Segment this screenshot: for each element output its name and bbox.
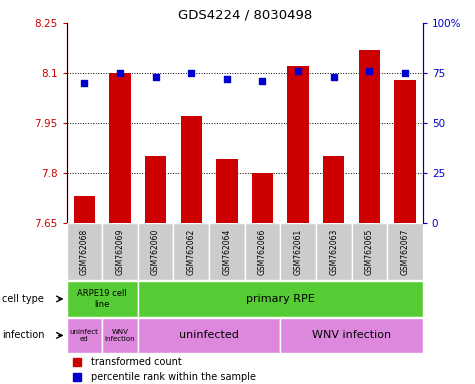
Point	[294, 68, 302, 74]
Bar	[102, 318, 138, 353]
Point	[152, 74, 160, 80]
Text: GSM762062: GSM762062	[187, 228, 196, 275]
Bar	[387, 223, 423, 280]
Bar	[323, 156, 344, 223]
Text: GSM762068: GSM762068	[80, 228, 89, 275]
Text: GSM762069: GSM762069	[115, 228, 124, 275]
Point	[401, 70, 408, 76]
Text: GSM762067: GSM762067	[400, 228, 409, 275]
Point	[80, 80, 88, 86]
Bar	[66, 318, 102, 353]
Text: infection: infection	[2, 330, 45, 341]
Bar	[209, 223, 245, 280]
Text: cell type: cell type	[2, 294, 44, 304]
Bar	[138, 318, 280, 353]
Bar	[280, 223, 316, 280]
Point	[330, 74, 337, 80]
Text: GSM762063: GSM762063	[329, 228, 338, 275]
Bar	[102, 223, 138, 280]
Bar	[245, 223, 280, 280]
Point	[116, 70, 124, 76]
Bar	[180, 116, 202, 223]
Text: WNV
infection: WNV infection	[104, 329, 135, 342]
Bar	[74, 196, 95, 223]
Bar	[216, 159, 238, 223]
Bar	[352, 223, 387, 280]
Point	[187, 70, 195, 76]
Text: GSM762064: GSM762064	[222, 228, 231, 275]
Bar	[109, 73, 131, 223]
Bar	[138, 281, 423, 317]
Bar	[252, 173, 273, 223]
Text: GSM762066: GSM762066	[258, 228, 267, 275]
Text: GSM762065: GSM762065	[365, 228, 374, 275]
Bar	[173, 223, 209, 280]
Bar	[280, 318, 423, 353]
Text: WNV infection: WNV infection	[312, 330, 391, 341]
Bar	[359, 50, 380, 223]
Text: uninfected: uninfected	[179, 330, 239, 341]
Bar	[66, 281, 138, 317]
Bar	[66, 223, 102, 280]
Text: GSM762061: GSM762061	[294, 228, 303, 275]
Text: ARPE19 cell
line: ARPE19 cell line	[77, 289, 127, 309]
Point	[223, 76, 231, 82]
Point	[258, 78, 266, 84]
Text: GSM762060: GSM762060	[151, 228, 160, 275]
Bar	[394, 79, 416, 223]
Title: GDS4224 / 8030498: GDS4224 / 8030498	[178, 9, 312, 22]
Bar	[316, 223, 352, 280]
Text: uninfect
ed: uninfect ed	[70, 329, 99, 342]
Text: transformed count: transformed count	[91, 356, 182, 367]
Bar	[138, 223, 173, 280]
Point	[366, 68, 373, 74]
Bar	[145, 156, 166, 223]
Bar	[287, 66, 309, 223]
Text: percentile rank within the sample: percentile rank within the sample	[91, 371, 256, 382]
Text: primary RPE: primary RPE	[246, 294, 314, 304]
